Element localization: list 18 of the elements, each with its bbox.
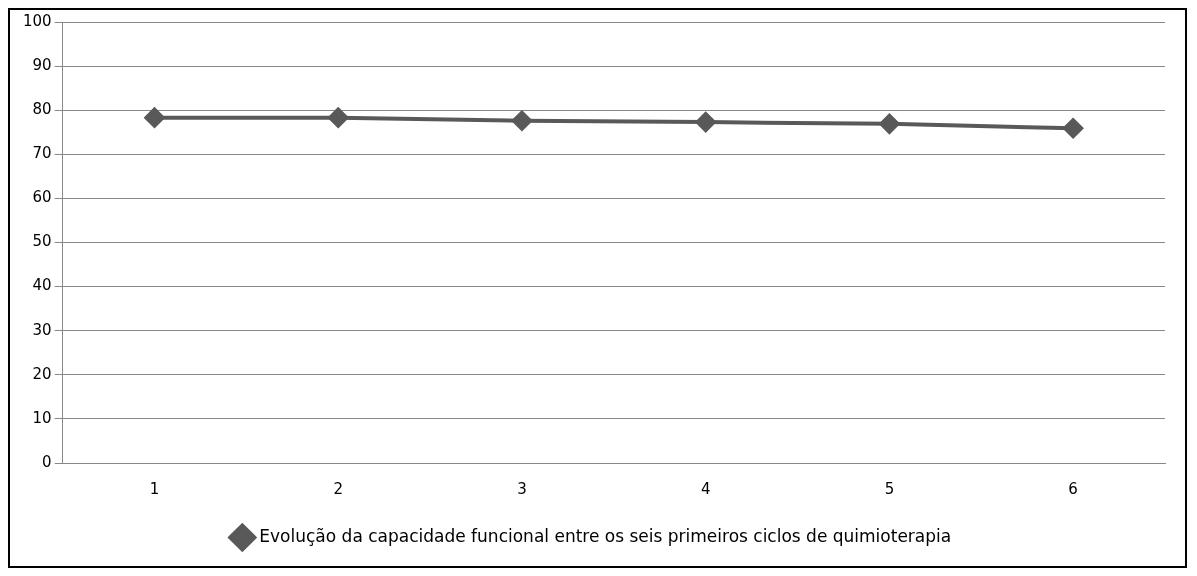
y-tick-label: 20: [32, 364, 52, 383]
x-tick-label: 2: [333, 479, 343, 498]
y-tick-label: 10: [32, 408, 52, 427]
y-tick-label: 80: [32, 100, 52, 119]
y-tick-label: 70: [32, 144, 52, 163]
y-tick-label: 100: [22, 11, 52, 30]
y-tick-label: 90: [32, 55, 52, 74]
y-tick-label: 0: [42, 452, 52, 471]
x-tick-label: 6: [1068, 479, 1078, 498]
y-tick-label: 30: [32, 320, 52, 339]
y-tick-label: 50: [32, 232, 52, 251]
y-tick-label: 60: [32, 188, 52, 207]
x-tick-label: 4: [700, 479, 711, 498]
x-tick-label: 1: [149, 479, 160, 498]
legend-label: Evolução da capacidade funcional entre os seis primeiros ciclos de quimioterapia: [259, 525, 952, 546]
x-tick-label: 5: [884, 479, 895, 498]
y-tick-label: 40: [32, 276, 52, 295]
x-tick-label: 3: [517, 479, 527, 498]
